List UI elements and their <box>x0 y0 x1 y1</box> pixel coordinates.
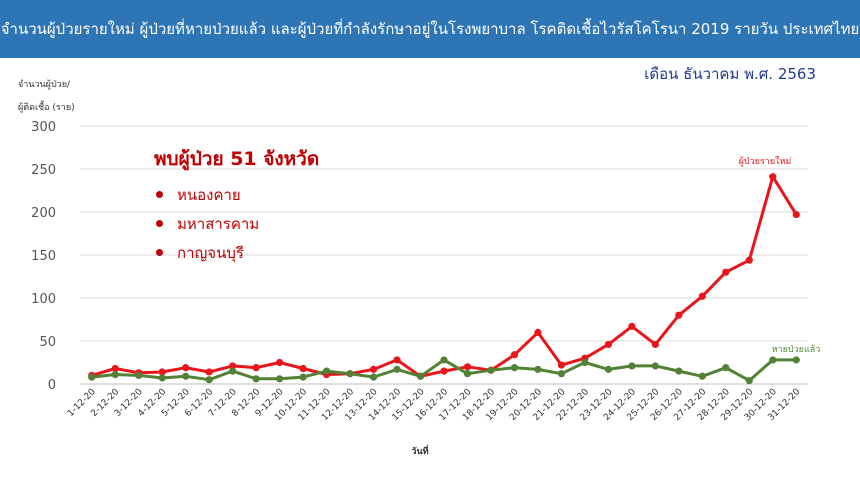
data-point <box>463 370 472 378</box>
data-point <box>698 292 706 300</box>
data-point <box>557 370 566 378</box>
data-point <box>792 356 800 364</box>
data-point <box>276 375 284 383</box>
data-point <box>604 365 612 373</box>
province-name: หนองคาย <box>177 185 241 204</box>
x-axis-label: วันที่ <box>411 444 428 457</box>
province-name: มหาสารคาม <box>177 214 260 233</box>
data-point <box>745 256 753 264</box>
data-point <box>416 372 425 380</box>
y-tick-label: 0 <box>48 378 56 393</box>
y-tick-label: 150 <box>31 249 56 264</box>
data-point <box>182 372 190 380</box>
y-tick-label: 100 <box>31 292 56 307</box>
data-point <box>628 362 636 370</box>
data-point <box>487 366 495 374</box>
data-point <box>534 365 542 373</box>
y-tick-label: 300 <box>31 120 56 135</box>
series-points <box>88 173 800 385</box>
data-point <box>510 351 519 359</box>
data-point <box>111 364 119 373</box>
data-point <box>182 364 190 372</box>
data-point <box>135 371 143 379</box>
data-point <box>628 322 636 330</box>
series-label-recovered: หายป่วยแล้ว <box>772 344 821 355</box>
grid-lines <box>80 125 808 385</box>
data-point <box>745 376 753 385</box>
y-tick-label: 250 <box>31 163 56 178</box>
chart-title: จำนวนผู้ป่วยรายใหม่ ผู้ป่วยที่หายป่วยแล้… <box>0 0 860 58</box>
y-tick-label: 200 <box>31 206 56 221</box>
data-point <box>322 367 331 375</box>
data-point <box>722 364 730 372</box>
data-point <box>440 367 448 375</box>
data-point <box>769 173 777 181</box>
data-point <box>205 368 213 376</box>
province-list: หนองคาย มหาสารคาม กาญจนบุรี <box>154 180 319 267</box>
data-point <box>111 370 119 379</box>
data-point <box>158 368 166 376</box>
month-label: เดือน ธันวาคม พ.ศ. 2563 <box>644 65 816 83</box>
data-point <box>158 374 166 382</box>
data-point <box>252 375 260 383</box>
data-point <box>698 372 706 380</box>
data-point <box>581 358 589 367</box>
x-axis-ticks: 1-12-202-12-203-12-204-12-205-12-206-12-… <box>66 387 803 423</box>
data-point <box>346 370 354 378</box>
data-point <box>393 365 401 373</box>
data-point <box>510 364 519 372</box>
data-point <box>276 358 284 367</box>
data-point <box>369 373 378 381</box>
province-note: พบผู้ป่วย 51 จังหวัด หนองคาย มหาสารคาม ก… <box>154 144 319 267</box>
province-item: กาญจนบุรี <box>154 238 319 267</box>
series-label-new-cases: ผู้ป่วยรายใหม่ <box>739 156 792 167</box>
province-name: กาญจนบุรี <box>177 243 244 262</box>
data-point <box>440 356 448 364</box>
data-point <box>722 268 730 276</box>
data-point <box>252 364 260 372</box>
data-point <box>299 364 307 373</box>
data-point <box>205 376 213 384</box>
data-point <box>88 373 96 381</box>
bullet-icon <box>156 249 163 256</box>
province-item: หนองคาย <box>154 180 319 209</box>
y-axis-ticks: 0 50 100 150 200 250 300 <box>31 120 56 393</box>
bullet-icon <box>156 191 163 198</box>
y-tick-label: 50 <box>39 335 56 350</box>
data-point <box>651 362 659 370</box>
data-point <box>229 362 237 370</box>
bullet-icon <box>156 220 163 227</box>
province-item: มหาสารคาม <box>154 209 319 238</box>
note-heading: พบผู้ป่วย 51 จังหวัด <box>154 148 320 170</box>
data-point <box>675 367 683 375</box>
data-point <box>463 363 472 371</box>
data-point <box>792 210 800 219</box>
data-point <box>299 373 307 381</box>
data-point <box>393 356 401 364</box>
y-axis-label-line-2: ผู้ติดเชื้อ (ราย) <box>18 103 75 113</box>
data-point <box>769 356 777 364</box>
data-point <box>369 365 378 373</box>
y-axis-label: จำนวนผู้ป่วย/ ผู้ติดเชื้อ (ราย) <box>18 74 75 120</box>
data-point <box>604 340 612 349</box>
data-point <box>229 367 237 375</box>
y-axis-label-line-1: จำนวนผู้ป่วย/ <box>18 80 71 90</box>
data-point <box>675 311 683 319</box>
data-point <box>534 328 542 336</box>
data-point <box>651 340 659 349</box>
data-point <box>557 361 566 369</box>
